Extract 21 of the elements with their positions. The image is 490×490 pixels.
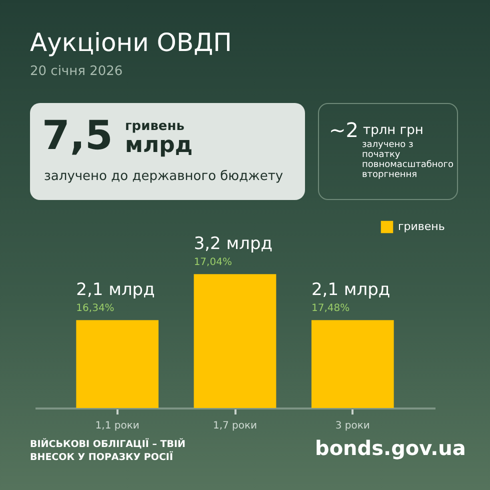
legend-label: гривень xyxy=(398,220,445,233)
annotation: 16,34% xyxy=(76,303,114,314)
annotation: 17,04% xyxy=(194,257,232,268)
text: млрд xyxy=(125,133,193,158)
text: bonds.gov.ua xyxy=(315,436,466,460)
text: залучено до державного бюджету xyxy=(44,169,284,184)
text: трлн грн xyxy=(363,123,424,138)
text: ВІЙСЬКОВІ ОБЛІГАЦІЇ – ТВІЙ ВНЕСОК У ПОРАЗКУ РОСІЇ xyxy=(30,438,186,464)
data-label: 3,2 млрд xyxy=(194,234,273,254)
text: залучено з початку повномасштабного вторгнення xyxy=(362,140,454,180)
data-label: 2,1 млрд xyxy=(76,280,155,300)
data-label: 2,1 млрд xyxy=(311,280,390,300)
chart-subtitle: 20 січня 2026 xyxy=(30,64,123,79)
x-tick-label: 1,1 роки xyxy=(95,420,140,432)
text: гривень xyxy=(125,119,184,134)
x-tick-label: 1,7 роки xyxy=(212,420,258,432)
annotation: 17,48% xyxy=(311,303,350,314)
chart-title: Аукціони ОВДП xyxy=(30,28,232,57)
text: 7,5 xyxy=(42,113,113,159)
x-tick-label: 3 роки xyxy=(335,420,370,432)
text: ~2 xyxy=(329,118,358,142)
